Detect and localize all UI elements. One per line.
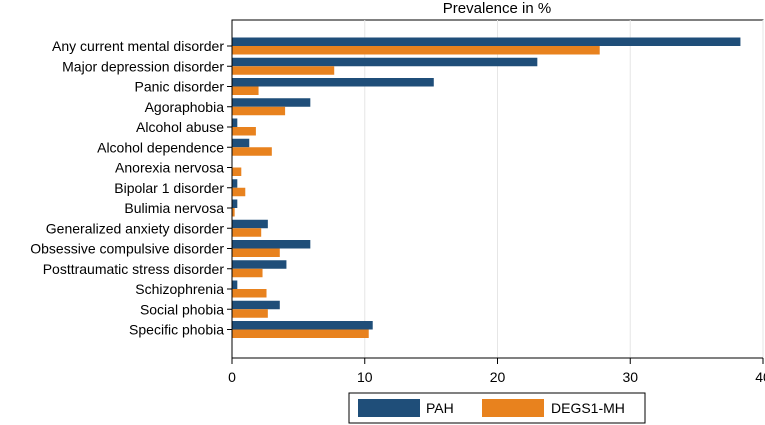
bar-degs1-mh-any-current-mental-disorder: [232, 46, 600, 55]
bar-degs1-mh-specific-phobia: [232, 329, 369, 338]
bar-degs1-mh-obsessive-compulsive-disorder: [232, 248, 280, 257]
x-tick-label-0: 0: [228, 369, 236, 385]
category-label-specific-phobia: Specific phobia: [129, 322, 224, 338]
bar-degs1-mh-posttraumatic-stress-disorder: [232, 268, 263, 278]
legend-swatch-pah: [358, 399, 420, 417]
category-label-bipolar-1-disorder: Bipolar 1 disorder: [114, 180, 224, 196]
bar-pah-generalized-anxiety-disorder: [232, 219, 268, 229]
category-label-alcohol-abuse: Alcohol abuse: [136, 119, 224, 135]
bars: [232, 37, 741, 338]
category-label-agoraphobia: Agoraphobia: [145, 99, 225, 115]
category-label-any-current-mental-disorder: Any current mental disorder: [52, 38, 224, 54]
x-tick-label-20: 20: [490, 369, 506, 385]
bar-degs1-mh-alcohol-abuse: [232, 127, 256, 136]
bar-degs1-mh-anorexia-nervosa: [232, 167, 242, 176]
grid-lines: [364, 20, 764, 358]
bar-pah-alcohol-abuse: [232, 118, 238, 127]
legend-label-pah: PAH: [426, 400, 454, 416]
category-label-generalized-anxiety-disorder: Generalized anxiety disorder: [46, 220, 225, 236]
category-label-panic-disorder: Panic disorder: [135, 79, 225, 95]
bar-degs1-mh-social-phobia: [232, 309, 268, 318]
category-labels: Any current mental disorder Major depress…: [30, 38, 232, 338]
bar-pah-bipolar-1-disorder: [232, 179, 238, 188]
bar-pah-bulimia-nervosa: [232, 199, 238, 208]
category-label-major-depression-disorder: Major depression disorder: [62, 58, 224, 74]
bar-pah-social-phobia: [232, 300, 280, 310]
bar-pah-schizophrenia: [232, 280, 238, 289]
bar-pah-posttraumatic-stress-disorder: [232, 260, 287, 269]
x-tick-label-10: 10: [357, 369, 373, 385]
category-label-anorexia-nervosa: Anorexia nervosa: [115, 160, 224, 176]
legend-label-degs1-mh: DEGS1-MH: [551, 400, 625, 416]
bar-pah-any-current-mental-disorder: [232, 37, 741, 46]
category-label-posttraumatic-stress-disorder: Posttraumatic stress disorder: [43, 261, 225, 277]
bar-degs1-mh-alcohol-dependence: [232, 147, 272, 156]
bar-degs1-mh-bipolar-1-disorder: [232, 187, 246, 197]
legend-swatch-degs1-mh: [482, 399, 544, 417]
bar-pah-major-depression-disorder: [232, 57, 538, 67]
bar-degs1-mh-bulimia-nervosa: [232, 208, 235, 217]
category-label-schizophrenia: Schizophrenia: [135, 281, 224, 297]
bar-pah-specific-phobia: [232, 321, 373, 330]
category-label-alcohol-dependence: Alcohol dependence: [97, 139, 224, 155]
category-label-obsessive-compulsive-disorder: Obsessive compulsive disorder: [30, 241, 224, 257]
bar-pah-obsessive-compulsive-disorder: [232, 240, 311, 249]
category-label-social-phobia: Social phobia: [140, 301, 224, 317]
bar-pah-panic-disorder: [232, 78, 434, 87]
category-label-bulimia-nervosa: Bulimia nervosa: [124, 200, 224, 216]
chart-title: Prevalence in %: [443, 0, 551, 17]
bar-degs1-mh-schizophrenia: [232, 289, 267, 298]
x-tick-labels: 0 10 20 30 40: [228, 358, 765, 385]
bar-degs1-mh-agoraphobia: [232, 106, 286, 116]
x-tick-label-40: 40: [755, 369, 765, 385]
legend: PAH DEGS1-MH: [348, 392, 646, 424]
x-tick-label-30: 30: [622, 369, 638, 385]
bar-degs1-mh-generalized-anxiety-disorder: [232, 228, 262, 237]
bar-degs1-mh-panic-disorder: [232, 86, 259, 95]
bar-pah-alcohol-dependence: [232, 138, 250, 148]
bar-pah-agoraphobia: [232, 98, 311, 107]
bar-degs1-mh-major-depression-disorder: [232, 66, 335, 75]
